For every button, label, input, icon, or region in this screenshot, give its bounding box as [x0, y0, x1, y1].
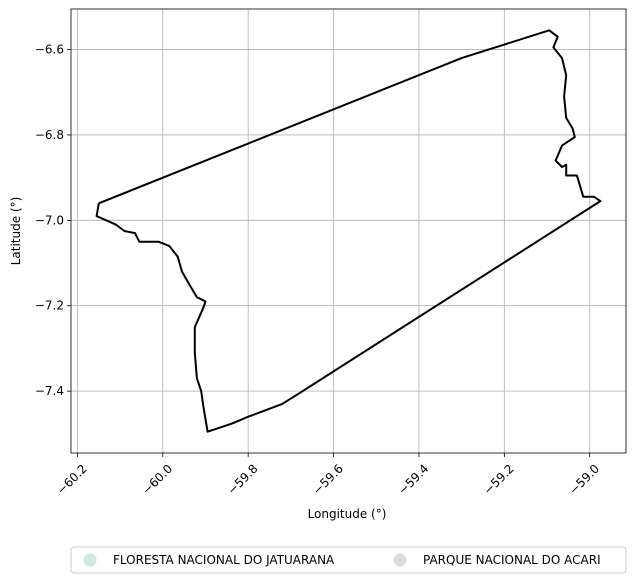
legend-label: PARQUE NACIONAL DO ACARI [423, 553, 601, 567]
y-tick-label: −7.4 [35, 384, 64, 398]
grid [71, 9, 626, 453]
axes-frame [70, 8, 627, 454]
legend: FLORESTA NACIONAL DO JATUARANA PARQUE NAC… [70, 546, 627, 574]
legend-box [70, 546, 627, 574]
x-axis-label: Longitude (°) [308, 507, 387, 521]
y-tick-label: −7.0 [35, 213, 64, 227]
area-boundary [95, 29, 602, 433]
legend-label: FLORESTA NACIONAL DO JATUARANA [113, 553, 335, 567]
plot-area-border [70, 8, 627, 454]
y-axis-label: Latitude (°) [9, 197, 23, 266]
y-tick-label: −7.2 [35, 299, 64, 313]
y-tick-label: −6.6 [35, 43, 64, 57]
legend-marker [393, 553, 407, 567]
legend-marker [83, 553, 97, 567]
y-tick-label: −6.8 [35, 128, 64, 142]
y-axis: −6.6 −6.8 −7.0 −7.2 −7.4 [35, 43, 71, 398]
boundary-layer [95, 29, 602, 433]
